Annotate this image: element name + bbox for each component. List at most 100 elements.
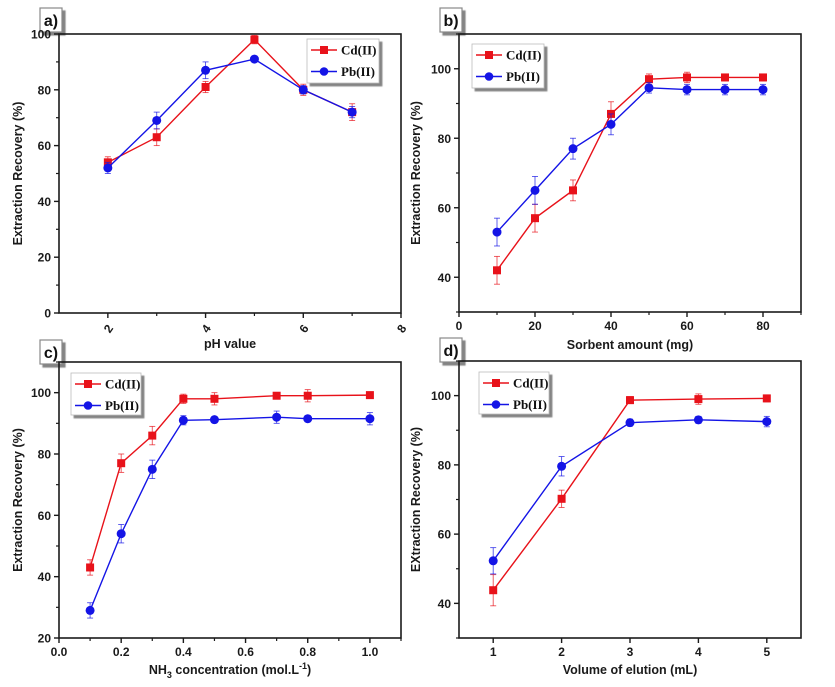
data-point-circle <box>644 83 654 93</box>
data-point-square <box>569 186 577 195</box>
series-line <box>107 58 353 169</box>
x-tick-label: 0.8 <box>299 645 316 659</box>
series-cd <box>489 393 771 607</box>
y-tick-label: 60 <box>38 509 52 523</box>
x-tick-label: 0.6 <box>237 645 254 659</box>
panel-b: b) 0 20 40 60 80 40 60 80 100 Extraction Recovery … <box>409 7 802 352</box>
data-point-circle <box>693 415 703 425</box>
data-point-square <box>86 563 95 572</box>
series-pb <box>85 410 375 619</box>
data-point-square <box>117 459 126 468</box>
x-tick-label: 40 <box>604 319 618 333</box>
y-tick-label: 60 <box>438 528 452 542</box>
panel-label: b) <box>439 7 463 33</box>
panel-label-box <box>39 7 63 33</box>
y-tick-label: 40 <box>38 570 52 584</box>
y-tick-label: 80 <box>438 458 452 472</box>
data-point-circle <box>298 85 308 95</box>
series-pb <box>488 415 772 575</box>
series-cd <box>86 389 374 576</box>
data-point-square <box>721 73 729 82</box>
data-point-square <box>557 494 566 503</box>
y-tick-label: 40 <box>438 597 452 611</box>
panel-label: c) <box>39 339 63 365</box>
data-point-circle <box>85 605 95 615</box>
series-line <box>496 76 763 271</box>
legend-box <box>306 38 380 84</box>
y-tick-label: 0 <box>44 307 51 321</box>
series-line <box>89 394 370 568</box>
series-line <box>492 397 767 591</box>
panel-label-box <box>39 339 63 365</box>
x-tick-label: 20 <box>528 319 542 333</box>
x-tick-label: 8 <box>394 322 409 336</box>
legend-box <box>70 372 142 416</box>
plot-frame <box>58 361 402 639</box>
data-point-circle <box>758 85 768 95</box>
data-point-square <box>148 431 157 440</box>
x-tick-label: 3 <box>627 645 634 659</box>
panel-label-text: a) <box>44 13 58 30</box>
x-tick-label: 0.0 <box>51 645 68 659</box>
legend-square-marker <box>84 380 92 388</box>
legend-circle-marker <box>83 401 93 410</box>
data-point-square <box>762 394 771 403</box>
y-tick-label: 100 <box>431 389 451 403</box>
data-point-circle <box>568 144 578 154</box>
legend-circle-marker <box>484 72 494 81</box>
series-line <box>496 87 763 233</box>
y-tick-label: 80 <box>38 448 52 462</box>
panel-label-text: d) <box>443 343 458 360</box>
legend-item: Pb(II) <box>311 64 375 79</box>
legend-item: Cd(II) <box>476 48 541 63</box>
legend-item: Pb(II) <box>483 397 547 412</box>
data-point-circle <box>365 414 375 424</box>
x-tick-label: 0.4 <box>175 645 192 659</box>
x-tick-label: 5 <box>763 645 770 659</box>
x-tick-label: 4 <box>695 645 702 659</box>
legend-box <box>478 371 550 415</box>
data-point-circle <box>147 464 157 474</box>
x-tick-label: 1 <box>490 645 497 659</box>
y-tick-label: 60 <box>38 139 52 153</box>
x-tick-label: 80 <box>756 319 770 333</box>
y-tick-label: 80 <box>438 132 452 146</box>
y-tick-label: 40 <box>438 271 452 285</box>
legend-item: Cd(II) <box>75 377 140 392</box>
data-point-square <box>179 394 188 403</box>
data-point-circle <box>249 54 259 64</box>
x-axis-label: pH value <box>204 337 256 351</box>
data-point-circle <box>201 65 211 75</box>
x-axis-label: Sorbent amount (mg) <box>567 338 693 352</box>
data-point-circle <box>152 115 162 125</box>
data-point-square <box>759 73 767 82</box>
y-tick-label: 100 <box>31 386 51 400</box>
data-point-circle <box>530 185 540 195</box>
y-tick-label: 80 <box>38 83 52 97</box>
y-tick-label: 20 <box>38 251 52 265</box>
data-point-square <box>250 35 259 44</box>
panel-label: a) <box>39 7 63 33</box>
data-point-square <box>626 396 634 405</box>
legend-item: Pb(II) <box>75 398 139 413</box>
y-tick-label: 100 <box>431 62 451 76</box>
data-point-circle <box>762 417 772 427</box>
y-axis-label: Extraction Recovery (%) <box>11 102 25 246</box>
data-point-square <box>493 266 501 275</box>
x-tick-label: 2 <box>101 322 116 336</box>
data-point-square <box>272 391 281 400</box>
data-point-circle <box>492 227 502 237</box>
x-axis-label: Volume of elution (mL) <box>563 663 697 677</box>
data-point-square <box>201 83 210 92</box>
y-axis-label: EXtraction Recovery (%) <box>409 427 423 572</box>
x-tick-label: 2 <box>558 645 565 659</box>
data-point-circle <box>720 85 730 95</box>
legend-item: Pb(II) <box>476 69 540 84</box>
data-point-square <box>303 391 312 400</box>
data-point-square <box>531 214 539 223</box>
legend-label: Pb(II) <box>506 69 540 84</box>
data-point-circle <box>557 461 567 471</box>
data-point-square <box>694 395 703 404</box>
x-tick-label: 4 <box>199 322 214 336</box>
